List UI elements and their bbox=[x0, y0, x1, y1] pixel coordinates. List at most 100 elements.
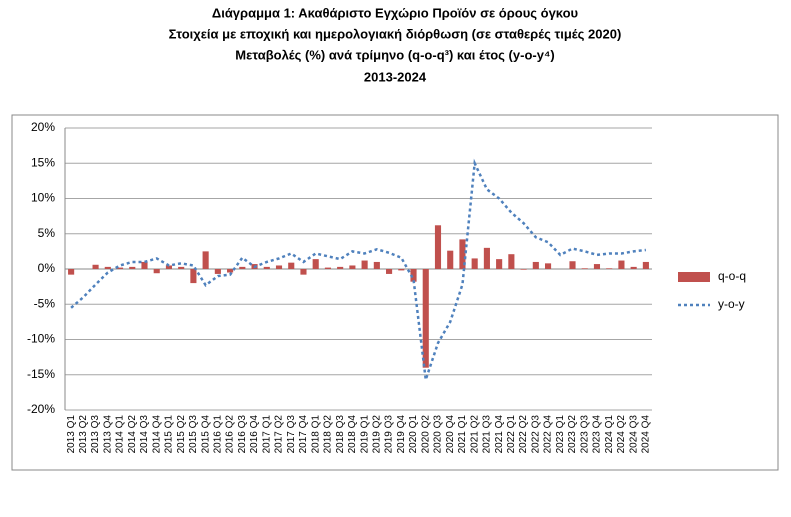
x-tick-label: 2016 Q3 bbox=[237, 415, 248, 454]
x-tick-label: 2021 Q4 bbox=[494, 415, 505, 454]
y-tick-label: -20% bbox=[27, 402, 55, 416]
x-tick-label: 2023 Q1 bbox=[555, 415, 566, 454]
bar bbox=[214, 269, 221, 274]
y-tick-label: 20% bbox=[31, 120, 55, 134]
x-tick-label: 2014 Q2 bbox=[127, 415, 138, 454]
bar bbox=[569, 261, 576, 269]
y-tick-label: 10% bbox=[31, 191, 55, 205]
bar bbox=[141, 261, 148, 269]
bar bbox=[116, 267, 124, 269]
bar bbox=[459, 239, 466, 269]
bar bbox=[386, 269, 393, 274]
bar bbox=[239, 266, 246, 269]
bar bbox=[471, 258, 478, 269]
legend-label: q-o-q bbox=[718, 269, 746, 283]
bar bbox=[606, 268, 613, 269]
chart-border bbox=[11, 114, 779, 471]
chart-subtitle: Μεταβολές (%) ανά τρίμηνο (q-o-q³) και έ… bbox=[235, 47, 554, 62]
x-tick-label: 2015 Q4 bbox=[200, 415, 211, 454]
x-tick-label: 2016 Q4 bbox=[249, 415, 260, 454]
line bbox=[70, 158, 647, 381]
bar bbox=[165, 265, 173, 269]
y-tick-label: -10% bbox=[27, 332, 55, 346]
bar bbox=[361, 260, 368, 269]
bar bbox=[300, 269, 307, 275]
x-tick-label: 2018 Q3 bbox=[335, 415, 346, 454]
x-tick-label: 2023 Q3 bbox=[579, 415, 590, 454]
x-tick-label: 2015 Q3 bbox=[188, 415, 199, 454]
chart-title: Διάγραμμα 1: Ακαθάριστο Εγχώριο Προϊόν σ… bbox=[212, 5, 579, 20]
x-tick-label: 2014 Q4 bbox=[151, 415, 162, 454]
x-tick-label: 2020 Q2 bbox=[420, 415, 431, 454]
bar bbox=[337, 266, 344, 269]
x-tick-label: 2013 Q2 bbox=[78, 415, 89, 454]
y-tick-label: 0% bbox=[38, 261, 56, 275]
bar bbox=[68, 269, 75, 275]
x-tick-label: 2018 Q4 bbox=[347, 415, 358, 454]
bar bbox=[434, 225, 442, 269]
x-tick-label: 2022 Q1 bbox=[506, 415, 517, 454]
x-tick-label: 2017 Q2 bbox=[274, 415, 285, 454]
bar bbox=[92, 264, 99, 269]
x-tick-label: 2013 Q4 bbox=[102, 415, 113, 454]
bar bbox=[593, 264, 601, 269]
x-tick-label: 2023 Q2 bbox=[567, 415, 578, 454]
x-tick-label: 2022 Q4 bbox=[543, 415, 554, 454]
bar bbox=[349, 265, 356, 269]
bar bbox=[532, 261, 539, 269]
x-tick-label: 2016 Q1 bbox=[213, 415, 224, 454]
y-tick-label: 15% bbox=[31, 155, 55, 169]
bar bbox=[153, 269, 160, 274]
bar bbox=[202, 251, 209, 269]
x-tick-label: 2019 Q2 bbox=[371, 415, 382, 454]
x-tick-label: 2019 Q3 bbox=[384, 415, 395, 454]
x-tick-label: 2020 Q3 bbox=[433, 415, 444, 454]
x-tick-label: 2024 Q1 bbox=[604, 415, 615, 454]
bar bbox=[422, 269, 429, 368]
legend-swatch bbox=[678, 272, 710, 282]
y-tick-label: 5% bbox=[38, 226, 56, 240]
x-tick-label: 2024 Q4 bbox=[641, 415, 652, 454]
x-tick-label: 2017 Q1 bbox=[261, 415, 272, 454]
bar bbox=[618, 260, 625, 269]
bar bbox=[398, 269, 405, 271]
bar bbox=[373, 261, 380, 269]
chart-subtitle: Στοιχεία με εποχική και ημερολογιακή διό… bbox=[169, 26, 622, 41]
bar bbox=[447, 250, 454, 269]
bar bbox=[129, 266, 136, 269]
bar bbox=[630, 266, 637, 269]
x-tick-label: 2013 Q3 bbox=[90, 415, 101, 454]
bar bbox=[312, 259, 319, 269]
bar bbox=[227, 269, 234, 273]
x-tick-label: 2021 Q3 bbox=[482, 415, 493, 454]
x-tick-label: 2017 Q3 bbox=[286, 415, 297, 454]
bar bbox=[483, 247, 490, 269]
x-tick-label: 2019 Q1 bbox=[359, 415, 370, 454]
bar bbox=[581, 268, 588, 269]
x-tick-label: 2013 Q1 bbox=[66, 415, 77, 454]
bar bbox=[324, 267, 331, 269]
x-tick-label: 2014 Q3 bbox=[139, 415, 150, 454]
bar bbox=[190, 269, 197, 284]
y-tick-label: -15% bbox=[27, 367, 55, 381]
chart-subtitle: 2013-2024 bbox=[364, 69, 427, 84]
bar bbox=[544, 263, 552, 269]
bar bbox=[104, 266, 111, 269]
legend-label: y-o-y bbox=[718, 297, 745, 311]
bar bbox=[520, 269, 527, 270]
y-tick-label: -5% bbox=[34, 296, 56, 310]
x-tick-label: 2020 Q1 bbox=[408, 415, 419, 454]
x-tick-label: 2020 Q4 bbox=[445, 415, 456, 454]
x-tick-label: 2022 Q3 bbox=[530, 415, 541, 454]
bar bbox=[275, 265, 283, 269]
bar bbox=[508, 254, 515, 269]
x-tick-label: 2023 Q4 bbox=[592, 415, 603, 454]
bar bbox=[288, 262, 295, 269]
bar bbox=[410, 269, 417, 282]
x-tick-label: 2015 Q2 bbox=[176, 415, 187, 454]
x-tick-label: 2021 Q2 bbox=[469, 415, 480, 454]
bar bbox=[496, 259, 503, 269]
x-tick-label: 2024 Q2 bbox=[616, 415, 627, 454]
x-tick-label: 2018 Q1 bbox=[310, 415, 321, 454]
